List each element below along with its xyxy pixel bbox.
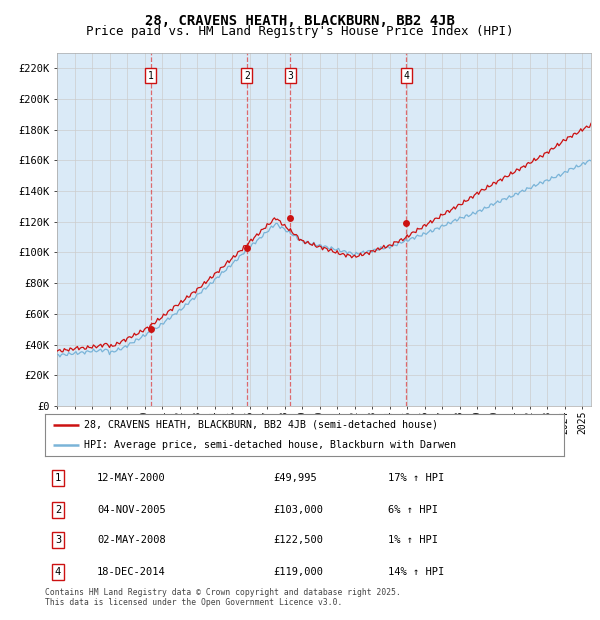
Text: 1% ↑ HPI: 1% ↑ HPI [388,535,437,545]
Text: Price paid vs. HM Land Registry's House Price Index (HPI): Price paid vs. HM Land Registry's House … [86,25,514,38]
Text: £119,000: £119,000 [274,567,323,577]
Text: 02-MAY-2008: 02-MAY-2008 [97,535,166,545]
Text: 2: 2 [244,71,250,81]
Text: 12-MAY-2000: 12-MAY-2000 [97,473,166,483]
Text: 1: 1 [148,71,154,81]
Text: 28, CRAVENS HEATH, BLACKBURN, BB2 4JB: 28, CRAVENS HEATH, BLACKBURN, BB2 4JB [145,14,455,28]
Text: 04-NOV-2005: 04-NOV-2005 [97,505,166,515]
Text: 4: 4 [404,71,409,81]
Text: £103,000: £103,000 [274,505,323,515]
Text: HPI: Average price, semi-detached house, Blackburn with Darwen: HPI: Average price, semi-detached house,… [84,440,456,450]
Text: 28, CRAVENS HEATH, BLACKBURN, BB2 4JB (semi-detached house): 28, CRAVENS HEATH, BLACKBURN, BB2 4JB (s… [84,420,438,430]
Text: £122,500: £122,500 [274,535,323,545]
Text: 1: 1 [55,473,61,483]
Text: £49,995: £49,995 [274,473,317,483]
Text: 17% ↑ HPI: 17% ↑ HPI [388,473,444,483]
Text: 18-DEC-2014: 18-DEC-2014 [97,567,166,577]
Text: 3: 3 [55,535,61,545]
Text: 6% ↑ HPI: 6% ↑ HPI [388,505,437,515]
Text: 2: 2 [55,505,61,515]
Text: 3: 3 [287,71,293,81]
Text: 4: 4 [55,567,61,577]
Text: Contains HM Land Registry data © Crown copyright and database right 2025.
This d: Contains HM Land Registry data © Crown c… [45,588,401,607]
Text: 14% ↑ HPI: 14% ↑ HPI [388,567,444,577]
